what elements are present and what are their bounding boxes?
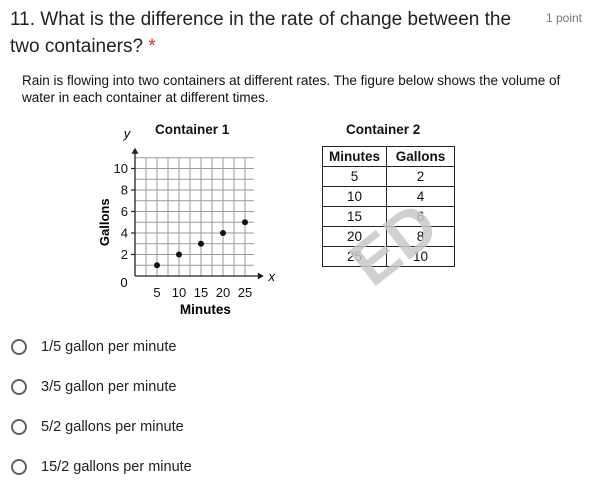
answer-option[interactable]: 1/5 gallon per minute [10, 327, 430, 367]
answer-options: 1/5 gallon per minute 3/5 gallon per min… [10, 327, 430, 487]
y-axis-label: Gallons [97, 198, 112, 246]
y-tick-label: 10 [114, 161, 128, 176]
data-point [242, 219, 248, 226]
x-tick-label: 20 [216, 285, 230, 300]
y-tick-label: 2 [121, 247, 128, 262]
answer-option[interactable]: 3/5 gallon per minute [10, 367, 430, 407]
cell-gallons: 2 [386, 166, 455, 187]
answer-option[interactable]: 5/2 gallons per minute [10, 407, 430, 447]
x-tick-label: 25 [238, 285, 252, 300]
answer-option-label: 1/5 gallon per minute [41, 339, 177, 355]
radio-button-icon[interactable] [11, 419, 27, 435]
y-tick-label: 8 [121, 183, 128, 198]
x-tick-label: 10 [172, 285, 186, 300]
origin-label: 0 [120, 275, 127, 290]
cell-minutes: 5 [322, 166, 387, 187]
table-header-row: Minutes Gallons [322, 146, 455, 167]
required-asterisk: * [148, 36, 156, 57]
y-tick-label: 4 [121, 226, 128, 241]
table-row: 20 8 [322, 226, 455, 247]
cell-gallons: 8 [386, 226, 455, 247]
x-axis-label: Minutes [180, 302, 231, 317]
answer-option-label: 15/2 gallons per minute [41, 459, 192, 475]
answer-option-label: 3/5 gallon per minute [41, 379, 177, 395]
chart-ticks: 2 4 6 8 10 5 10 15 20 25 [114, 161, 253, 300]
chart-axes [131, 147, 264, 280]
x-tick-label: 5 [153, 285, 160, 300]
cell-minutes: 25 [322, 246, 387, 267]
table-row: 25 10 [322, 246, 455, 267]
answer-option-label: 5/2 gallons per minute [41, 419, 184, 435]
container2-title: Container 2 [346, 122, 421, 137]
chart-grid [134, 157, 254, 277]
data-point [154, 262, 160, 269]
radio-button-icon[interactable] [11, 379, 27, 395]
container1-chart: 2 4 6 8 10 5 10 15 20 25 y x 0 Gallons Minutes [97, 126, 276, 317]
table-header-gallons: Gallons [386, 146, 455, 167]
x-axis-letter: x [268, 269, 276, 284]
cell-gallons: 10 [386, 246, 455, 267]
question-title: 11. What is the difference in the rate o… [10, 6, 538, 60]
table-header-minutes: Minutes [322, 146, 387, 167]
data-point [176, 251, 182, 258]
data-point [220, 230, 226, 236]
y-axis-letter: y [123, 126, 132, 141]
cell-minutes: 10 [322, 186, 387, 207]
x-tick-label: 15 [194, 285, 208, 300]
radio-button-icon[interactable] [11, 459, 27, 475]
table-row: 10 4 [322, 186, 455, 207]
data-point [198, 240, 204, 247]
radio-button-icon[interactable] [11, 339, 27, 355]
question-prompt: Rain is flowing into two containers at d… [22, 73, 561, 105]
answer-option[interactable]: 15/2 gallons per minute [10, 447, 430, 487]
x-axis-arrow-icon [257, 272, 264, 280]
points-label: 1 point [545, 11, 582, 25]
container1-title: Container 1 [155, 122, 230, 137]
cell-gallons: 4 [386, 186, 455, 207]
y-tick-label: 6 [121, 204, 128, 219]
chart-points [154, 219, 248, 269]
question-text: 11. What is the difference in the rate o… [10, 9, 512, 57]
y-axis-arrow-icon [131, 147, 139, 154]
